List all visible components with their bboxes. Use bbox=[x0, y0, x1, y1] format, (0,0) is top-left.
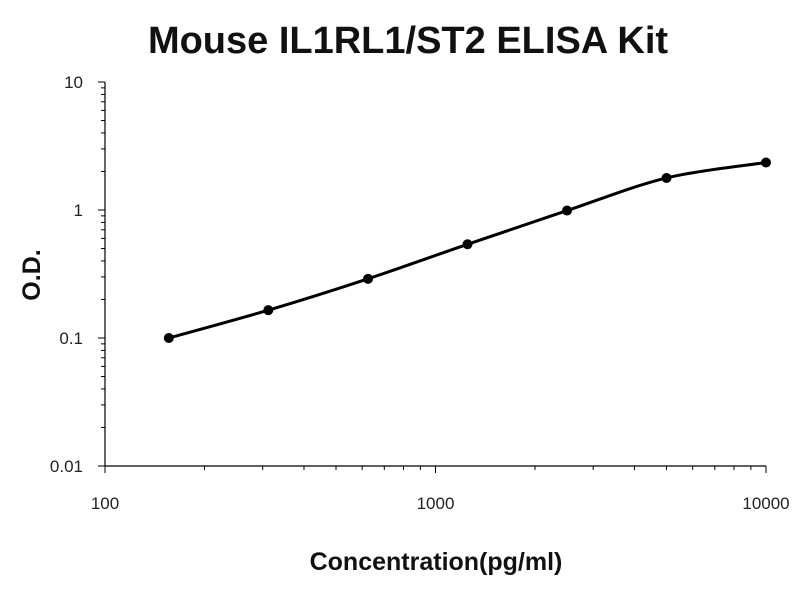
data-point bbox=[163, 333, 174, 343]
plot-area: 0.01 0.1 1 10 100 1000 10000 bbox=[50, 73, 790, 513]
data-point bbox=[263, 305, 274, 316]
x-tick-label: 100 bbox=[91, 494, 119, 513]
data-point bbox=[562, 205, 573, 216]
y-tick-label: 1 bbox=[74, 201, 83, 220]
standard-curve-line bbox=[167, 161, 768, 340]
y-tick-label: 0.01 bbox=[50, 457, 83, 476]
data-point bbox=[761, 157, 771, 168]
x-tick-label: 10000 bbox=[742, 494, 789, 513]
data-point bbox=[363, 273, 374, 284]
chart-title: Mouse IL1RL1/ST2 ELISA Kit bbox=[148, 20, 668, 62]
y-tick-label: 10 bbox=[64, 73, 83, 92]
data-point bbox=[661, 172, 672, 183]
y-tick-label: 0.1 bbox=[59, 329, 83, 348]
x-tick-label: 1000 bbox=[417, 494, 455, 513]
x-axis-title: Concentration(pg/ml) bbox=[310, 548, 563, 576]
y-axis-title: O.D. bbox=[18, 249, 46, 300]
data-point bbox=[462, 239, 473, 250]
